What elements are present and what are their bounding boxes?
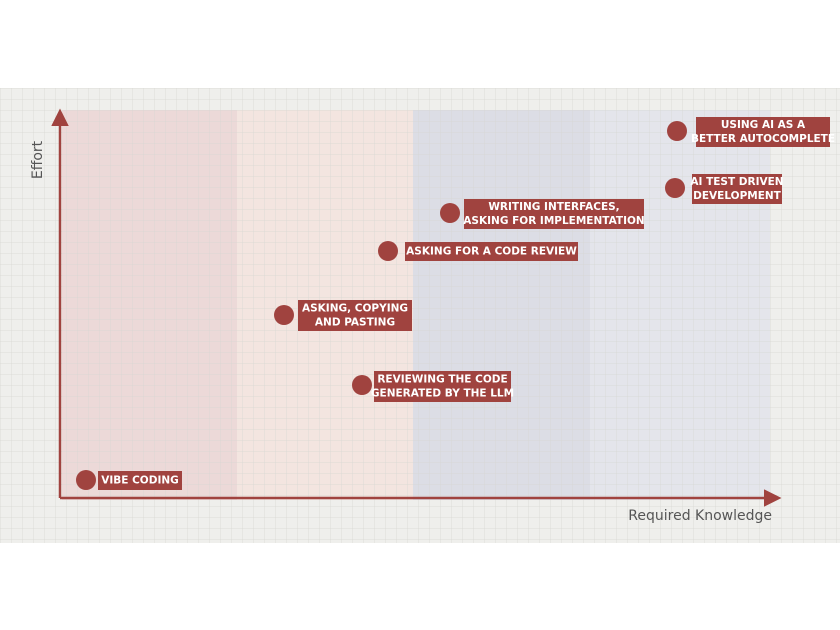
y-axis-label: Effort	[30, 140, 46, 179]
grid	[0, 88, 840, 543]
point-label: REVIEWING THE CODE	[377, 374, 507, 386]
point	[352, 375, 372, 395]
label-box	[405, 242, 578, 261]
point-label: USING AI AS A	[721, 119, 806, 131]
point-label: BETTER AUTOCOMPLETE	[691, 133, 835, 145]
point	[378, 241, 398, 261]
point-label: AI TEST DRIVEN	[690, 176, 783, 188]
point	[274, 305, 294, 325]
point-label: ASKING FOR IMPLEMENTATION	[463, 215, 644, 227]
label-box	[98, 471, 182, 490]
point	[667, 121, 687, 141]
label-box	[298, 300, 412, 331]
points: VIBE CODING REVIEWING THE CODE GENERATED B…	[76, 117, 835, 490]
point	[440, 203, 460, 223]
point-label: GENERATED BY THE LLM	[371, 388, 514, 400]
point	[76, 470, 96, 490]
label-box	[464, 199, 644, 229]
point-label: AND PASTING	[315, 317, 395, 329]
point-label: ASKING, COPYING	[302, 303, 408, 315]
point-label: VIBE CODING	[101, 475, 179, 487]
point-label: WRITING INTERFACES,	[488, 201, 619, 213]
label-box	[374, 371, 511, 402]
x-axis-label: Required Knowledge	[628, 508, 772, 524]
label-box	[696, 117, 830, 147]
point-label: DEVELOPMENT	[693, 190, 782, 202]
label-box	[692, 174, 782, 204]
point-label: ASKING FOR A CODE REVIEW	[406, 246, 577, 258]
point	[665, 178, 685, 198]
